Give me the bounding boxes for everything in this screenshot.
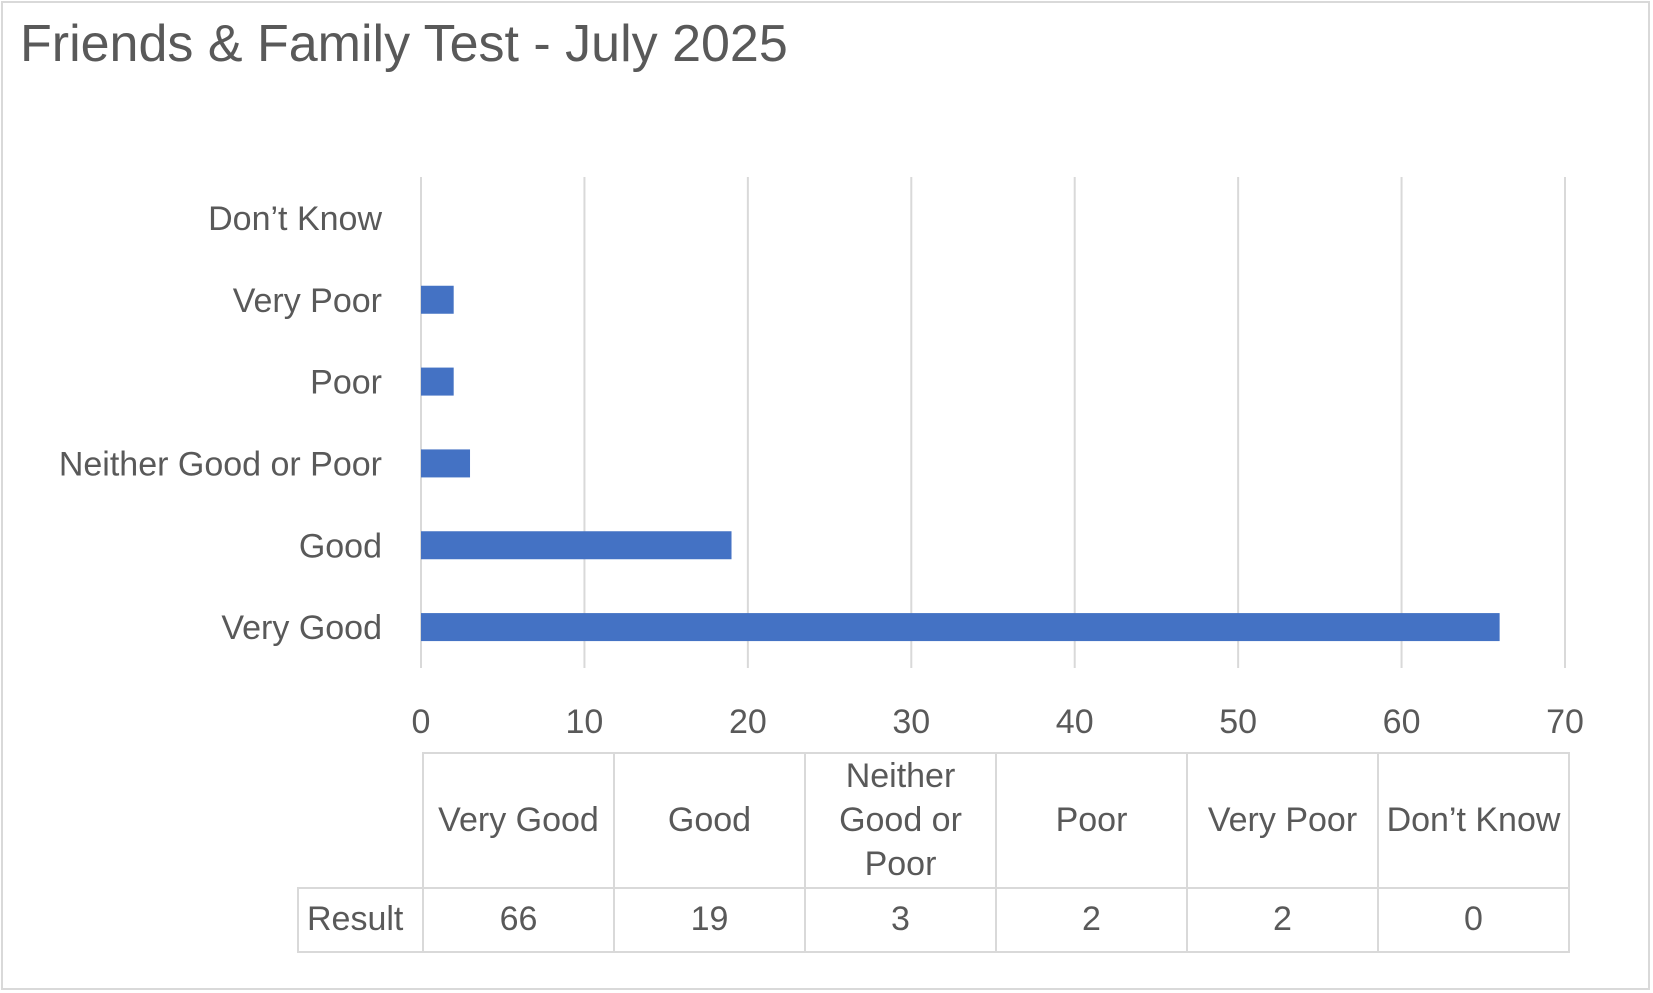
x-tick-label: 40	[1056, 703, 1094, 741]
table-header-cell: Good	[613, 752, 806, 889]
x-tick-label: 50	[1219, 703, 1257, 741]
category-label: Neither Good or Poor	[59, 445, 382, 483]
x-tick-label: 30	[892, 703, 930, 741]
bar	[421, 531, 732, 560]
chart-title: Friends & Family Test - July 2025	[20, 15, 788, 73]
category-label: Don’t Know	[208, 200, 382, 238]
table-cell: 3	[804, 886, 997, 953]
bar	[421, 449, 471, 478]
table-header-cell: Neither Good or Poor	[804, 752, 997, 889]
table-cell: 66	[422, 886, 615, 953]
x-tick-label: 20	[729, 703, 767, 741]
gridlines	[420, 177, 1566, 668]
table-cell: 0	[1377, 886, 1570, 953]
x-tick-label: 0	[412, 703, 431, 741]
category-labels: Very Good Good Neither Good or Poor Poor Ver…	[59, 200, 383, 647]
category-label: Very Poor	[233, 282, 382, 320]
table-cell: 19	[613, 886, 806, 953]
x-tick-label: 70	[1546, 703, 1584, 741]
table-header-cell: Don’t Know	[1377, 752, 1570, 889]
table-header-cell: Poor	[995, 752, 1188, 889]
table-cell: 2	[1186, 886, 1379, 953]
category-label: Very Good	[221, 609, 382, 647]
bar	[421, 367, 454, 396]
x-axis-tick-labels: 0 10 20 30 40 50 60 70	[412, 703, 1584, 741]
table-row-header: Result	[297, 886, 424, 953]
table-cell: 2	[995, 886, 1188, 953]
category-label: Poor	[310, 364, 382, 402]
bar	[421, 285, 454, 314]
category-label: Good	[299, 527, 382, 565]
x-tick-label: 60	[1383, 703, 1421, 741]
table-header-cell: Very Good	[422, 752, 615, 889]
table-corner	[298, 753, 424, 889]
bar	[421, 613, 1500, 642]
table-row: Result 66 19 3 2 2 0	[297, 886, 1570, 953]
data-table: Very Good Good Neither Good or Poor Poor…	[297, 752, 1570, 953]
x-tick-label: 10	[566, 703, 604, 741]
table-header-cell: Very Poor	[1186, 752, 1379, 889]
table-header-row: Very Good Good Neither Good or Poor Poor…	[298, 752, 1570, 889]
bars	[421, 285, 1500, 642]
